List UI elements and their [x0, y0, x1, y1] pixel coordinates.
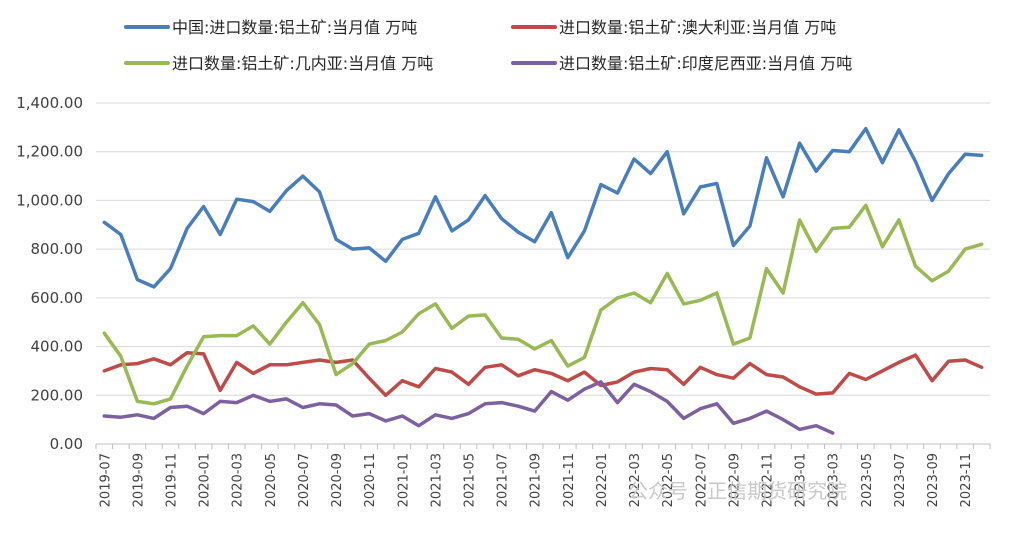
grid [96, 102, 990, 396]
y-tick-label: 1,200.00 [16, 143, 83, 161]
x-tick-label: 2019-09 [131, 453, 146, 507]
x-tick-label: 2021-01 [396, 453, 411, 507]
x-tick-label: 2021-07 [496, 453, 511, 507]
y-tick-label: 400.00 [31, 338, 84, 356]
legend-entry-china[interactable]: 中国:进口数量:铝土矿:当月值 万吨 [124, 18, 417, 37]
x-tick-label: 2023-09 [926, 453, 941, 507]
y-tick-label: 200.00 [31, 386, 84, 404]
x-tick-label: 2020-09 [330, 453, 345, 507]
x-tick-label: 2023-01 [794, 453, 809, 507]
series-line-2[interactable] [102, 203, 984, 406]
series-line-1[interactable] [102, 350, 984, 398]
x-tick-label: 2021-11 [562, 453, 577, 507]
y-tick-label: 600.00 [31, 289, 84, 307]
x-tick-label: 2022-05 [661, 453, 676, 507]
x-tick-label: 2022-09 [727, 453, 742, 507]
x-axis: 2019-07 2019-09 2019-11 2020-01 2020-03 2020-… [95, 443, 991, 507]
legend-entry-australia[interactable]: 进口数量:铝土矿:澳大利亚:当月值 万吨 [511, 18, 836, 37]
x-tick-label: 2021-05 [463, 453, 478, 507]
legend-label-guinea: 进口数量:铝土矿:几内亚:当月值 万吨 [172, 54, 433, 73]
x-tick-label: 2020-11 [363, 453, 378, 507]
y-tick-label: 1,400.00 [16, 94, 83, 112]
x-tick-label: 2023-07 [893, 453, 908, 507]
series-line-3[interactable] [102, 380, 835, 435]
legend-entry-guinea[interactable]: 进口数量:铝土矿:几内亚:当月值 万吨 [124, 54, 433, 73]
x-tick-label: 2022-03 [628, 453, 643, 507]
x-tick-label: 2022-11 [761, 453, 776, 507]
x-tick-label: 2023-05 [860, 453, 875, 507]
x-tick-label: 2021-09 [529, 453, 544, 507]
y-tick-label: 1,000.00 [16, 191, 83, 209]
x-tick-label: 2020-05 [264, 453, 279, 507]
watermark: 公众号 · 正信期货研究院 [628, 479, 847, 503]
y-tick-label: 0.00 [50, 435, 83, 453]
legend-label-indonesia: 进口数量:铝土矿:印度尼西亚:当月值 万吨 [559, 54, 852, 73]
legend-label-china: 中国:进口数量:铝土矿:当月值 万吨 [172, 18, 417, 37]
legend-label-australia: 进口数量:铝土矿:澳大利亚:当月值 万吨 [559, 18, 836, 37]
x-tick-label: 2022-07 [694, 453, 709, 507]
x-tick-label: 2020-01 [198, 453, 213, 507]
x-tick-label: 2023-11 [959, 453, 974, 507]
legend: 中国:进口数量:铝土矿:当月值 万吨 进口数量:铝土矿:澳大利亚:当月值 万吨 … [124, 18, 852, 73]
series-lines [102, 126, 984, 435]
x-tick-label: 2022-01 [595, 453, 610, 507]
x-tick-label: 2021-03 [429, 453, 444, 507]
x-tick-label: 2020-07 [297, 453, 312, 507]
x-tick-label: 2020-03 [231, 453, 246, 507]
series-line-0[interactable] [102, 126, 984, 289]
x-tick-label: 2019-07 [98, 453, 113, 507]
y-axis: 0.00 200.00 400.00 600.00 800.00 1,000.00 1,20… [16, 94, 83, 453]
x-tick-label: 2019-11 [165, 453, 180, 507]
legend-entry-indonesia[interactable]: 进口数量:铝土矿:印度尼西亚:当月值 万吨 [511, 54, 852, 73]
x-tick-label: 2023-03 [827, 453, 842, 507]
y-tick-label: 800.00 [31, 240, 84, 258]
